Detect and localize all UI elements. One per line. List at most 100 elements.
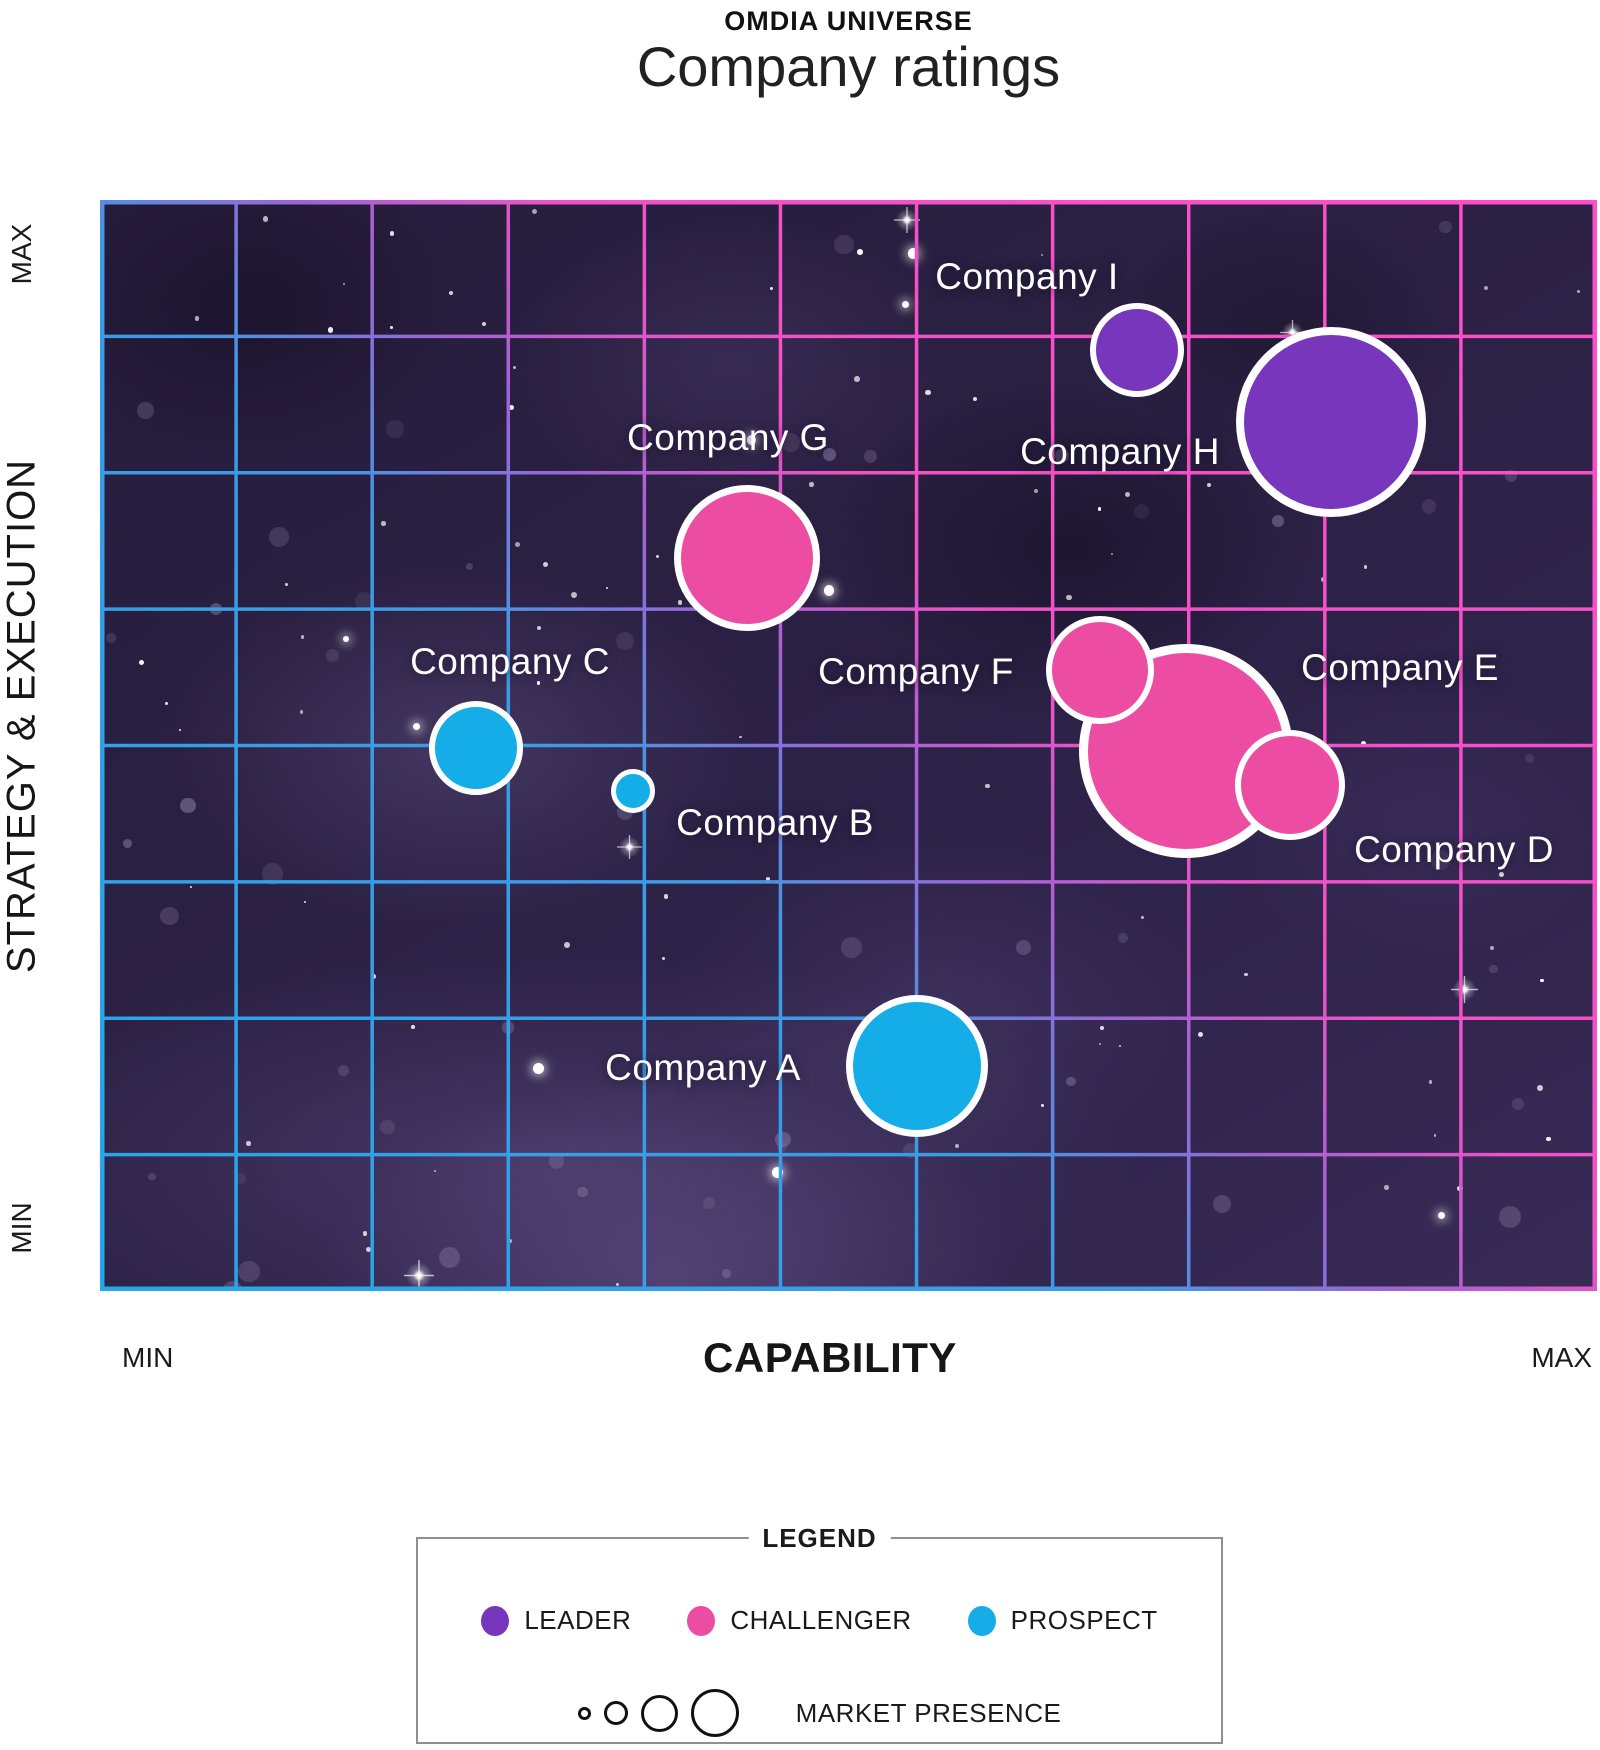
star (1484, 286, 1488, 291)
star (766, 877, 771, 882)
star (514, 541, 521, 548)
star (1110, 552, 1114, 556)
legend-label-prospect: PROSPECT (1010, 1605, 1158, 1635)
star (1499, 872, 1505, 878)
star (722, 1268, 731, 1278)
star (570, 591, 577, 598)
star (1489, 964, 1498, 973)
star (864, 450, 877, 463)
star (1512, 1098, 1524, 1110)
star (284, 582, 289, 587)
star (617, 834, 642, 860)
bubble-label-company-d: Company D (1354, 829, 1554, 870)
star (106, 632, 117, 643)
star (180, 797, 196, 813)
star (389, 325, 393, 329)
star (137, 402, 154, 419)
bubble-company-g (674, 485, 820, 631)
star (746, 435, 756, 445)
star (1118, 1044, 1122, 1048)
star (1363, 565, 1368, 569)
bubble-label-company-f: Company F (818, 651, 1014, 692)
star (823, 448, 837, 461)
market-presence-circle-4-icon (690, 1689, 739, 1737)
star (1437, 1212, 1446, 1220)
star (1434, 1134, 1437, 1137)
legend-market-presence-row: MARKET PRESENCE (418, 1689, 1221, 1737)
star (1054, 449, 1070, 464)
star (386, 420, 405, 438)
star (1360, 740, 1367, 747)
star (1546, 1136, 1551, 1142)
star (907, 247, 919, 259)
star (465, 562, 473, 570)
y-axis-min-label: MIN (6, 1202, 37, 1254)
star (662, 956, 666, 960)
bubble-company-h (1236, 327, 1426, 517)
star (677, 600, 683, 605)
star (337, 1064, 349, 1076)
star (1206, 483, 1211, 488)
star (1033, 488, 1038, 493)
star (178, 728, 182, 731)
star (1244, 972, 1248, 976)
star (809, 482, 814, 487)
star (1015, 939, 1031, 955)
star (1065, 1076, 1076, 1087)
star (542, 561, 549, 568)
y-axis-max-label: MAX (6, 223, 37, 285)
star (663, 894, 669, 899)
star (189, 885, 192, 888)
legend-swatch-challenger-icon (687, 1605, 716, 1636)
bubble-label-company-c: Company C (410, 641, 610, 682)
star (1098, 1042, 1102, 1046)
star (342, 635, 350, 642)
star (1040, 253, 1043, 256)
legend-title: LEGEND (748, 1523, 891, 1554)
bubble-company-c (429, 701, 523, 795)
star (531, 208, 538, 215)
star (246, 1141, 251, 1146)
star (1040, 1103, 1045, 1108)
star (342, 282, 346, 286)
star (1141, 916, 1144, 920)
star (381, 521, 386, 526)
star (481, 322, 486, 327)
x-axis-max-label: MAX (1531, 1342, 1592, 1373)
star (655, 554, 659, 558)
legend-item-prospect: PROSPECT (967, 1605, 1158, 1636)
star (577, 1186, 588, 1198)
star (325, 648, 340, 663)
star (148, 1172, 156, 1181)
legend: LEGEND LEADER CHALLENGER PROSPECT MARKET P… (416, 1523, 1223, 1744)
star (123, 839, 132, 849)
star (985, 783, 990, 789)
star (605, 587, 608, 590)
star (404, 1260, 435, 1291)
star (1384, 1185, 1389, 1190)
star (222, 1281, 243, 1291)
star (1499, 1205, 1522, 1228)
star (389, 231, 395, 236)
bubble-label-company-i: Company I (935, 256, 1119, 297)
x-axis-row: MIN CAPABILITY MAX (0, 1334, 1600, 1384)
star (1438, 220, 1452, 234)
market-presence-circle-1-icon (577, 1706, 591, 1720)
star (299, 710, 304, 714)
star (770, 287, 774, 291)
star (533, 1063, 545, 1074)
star (703, 1196, 716, 1209)
star (972, 396, 977, 401)
star (300, 635, 305, 639)
star (412, 723, 420, 731)
star (823, 585, 835, 597)
star (840, 936, 863, 959)
page-title: Company ratings (636, 35, 1061, 98)
star (509, 405, 515, 411)
star (512, 365, 517, 369)
star (615, 631, 635, 650)
market-presence-circle-2-icon (603, 1701, 628, 1725)
star (195, 316, 200, 321)
y-axis-title: STRATEGY & EXECUTION (0, 458, 44, 974)
